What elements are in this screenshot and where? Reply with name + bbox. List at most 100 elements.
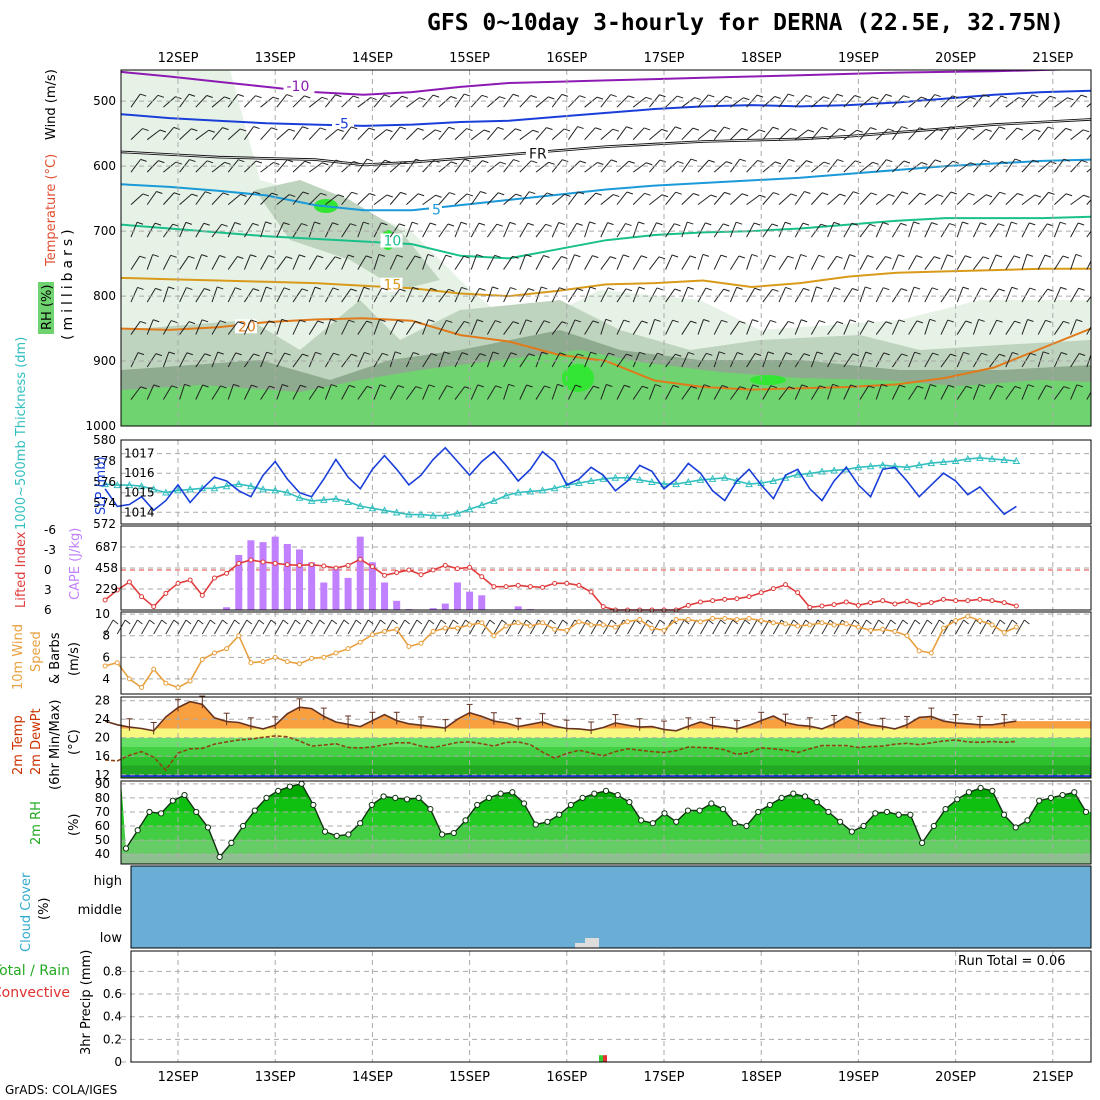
wind-barb [308,192,321,205]
rh2m-point [275,787,282,794]
surface-wind-barb [578,619,588,635]
lifted-index-series [104,558,1017,611]
wind-barb-flag [852,288,859,291]
wind-barb-flag [931,287,939,291]
wind-barb [195,95,208,108]
wind-barb-flag [865,351,872,355]
panel-frame [130,865,1092,949]
legend-temperature: Temperature (°C) [44,154,59,267]
wind-barb [195,129,210,141]
cape-bar [320,582,328,610]
wind-barb [584,255,593,270]
isotherm-label: -10 [287,79,310,95]
surface-wind-barb-flag [307,619,313,625]
wind-barb-flag [347,254,355,258]
wind-barb [1021,159,1034,173]
wind-barb [713,95,727,108]
wind-barb-flag [282,384,289,387]
wind-barb-flag [335,159,343,163]
surface-wind-barb-flag [367,619,374,625]
surface-wind-barb [529,619,539,635]
wind-barb [276,352,285,368]
wind-barb [859,320,869,335]
lifted-index-series-point [855,602,861,608]
wind-barb-flag [623,254,630,258]
wind-barb-flag [558,222,565,225]
lifted-index-series-point [880,598,886,604]
wind-barb-flag [400,191,407,195]
wind-barb-flag [237,321,244,325]
thickness-series-point [927,459,936,467]
wind-barb [292,191,304,205]
wind-barb [859,96,873,108]
wind-barb-flag [867,254,874,258]
wind-barb-flag [185,221,193,225]
wind-barb-flag [870,192,878,196]
thickness-series-point [502,491,510,499]
surface-wind-barb [639,619,649,635]
wind-barb-flag [657,352,664,356]
wind-barb-flag [999,126,1006,130]
wind-barb-flag [508,383,515,387]
lifted-index-series-point [965,598,971,604]
wind-barb [924,222,933,238]
wind-barb [470,353,481,368]
cape-bar [356,536,364,610]
wind-barb [1053,287,1062,303]
wind-barb [1005,255,1015,270]
wind-barb-flag [289,194,296,198]
wind-barb-flag [238,159,245,163]
rh2m-point [731,820,738,827]
temp-tick: 28 [95,694,110,708]
precip-tick: 0.8 [103,964,122,978]
wind-barb-flag [1011,221,1018,225]
wind-barb [470,254,478,270]
legend-rh: RH (%) [40,285,55,330]
isotherm-label-bg [380,233,403,248]
wind-barb [341,161,354,173]
thickness-series-point [295,493,304,501]
wind-barb [859,385,869,400]
wind-barb [794,191,805,205]
wind-barb-flag [705,222,712,226]
wind-barb [924,287,933,303]
wind-barb [308,385,319,400]
wind-barb [422,222,431,238]
wind-barb [422,129,436,141]
wind-barb-flag [378,253,386,257]
wind-barb [179,287,187,303]
wind-barb [632,192,645,205]
surface-wind-barb-flag [112,619,119,625]
surface-wind-barb-flag [793,619,799,625]
wind-barb-flag [1042,351,1050,355]
wind-barb [1037,126,1049,140]
wind-barb-flag [427,253,434,257]
lifted-index-series-point [114,587,120,593]
surface-wind-barb-flag [295,619,301,625]
wind-barb [503,352,512,368]
wind-barb-flag [1096,224,1100,226]
wind-barb [341,385,350,400]
wind-barb [681,352,689,368]
wind-barb [956,385,967,400]
isotherm-label: FR [529,146,547,162]
wind-barb-flag [595,127,602,131]
surface-wind-barb [882,619,892,635]
wind-barb-flag [870,127,877,131]
wind-barb [405,255,416,270]
thickness-series-point [125,481,134,489]
rh2m-point [1071,789,1078,796]
wind-barb-flag [334,256,342,260]
surface-wind-barb-flag [137,619,143,625]
wind-barb [551,384,558,400]
wind-barb [308,96,323,108]
wind-barb [486,351,494,368]
cloud-label-2: (%) [37,898,52,921]
thickness-series-point [344,497,352,505]
wind-barb [146,254,154,270]
cape-tick: 458 [95,561,118,575]
wind-barb-flag [548,161,555,165]
thickness-series-point [162,488,170,496]
wind-barb-flag [348,319,355,323]
surface-wind-barb [177,619,187,635]
